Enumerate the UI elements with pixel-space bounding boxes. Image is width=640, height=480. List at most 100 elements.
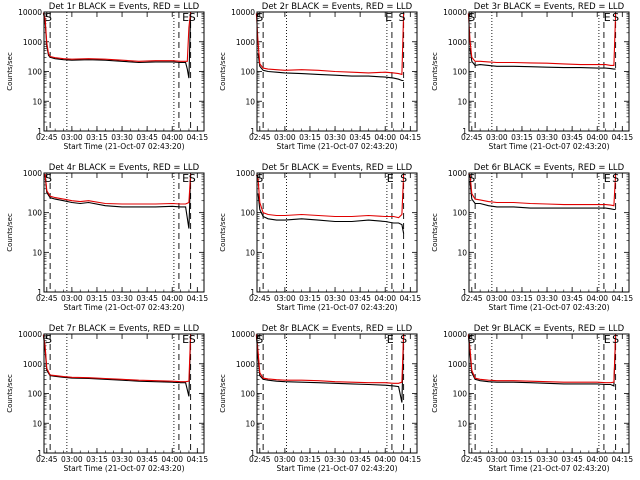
y-axis-label: Counts/sec xyxy=(6,374,14,413)
x-axis-label: Start Time (21-Oct-07 02:43:20) xyxy=(488,142,609,151)
chart-panel: Det 5r BLACK = Events, RED = LLD Counts/s… xyxy=(219,163,421,312)
series-line-lld xyxy=(467,13,617,66)
x-tick-label: 03:00 xyxy=(61,455,83,464)
y-tick-label: 1000 xyxy=(23,38,42,47)
x-tick-label: 04:00 xyxy=(374,455,396,464)
y-tick-label: 10000 xyxy=(231,330,255,339)
x-tick-label: 04:15 xyxy=(399,133,421,142)
x-tick-label: 03:30 xyxy=(111,294,133,303)
x-tick-label: 03:15 xyxy=(511,133,533,142)
y-tick-label: 100 xyxy=(241,209,256,218)
y-tick-label: 1000 xyxy=(236,169,255,178)
x-tick-label: 04:00 xyxy=(586,294,608,303)
plot-frame xyxy=(256,333,418,454)
y-tick-label: 1 xyxy=(37,127,42,136)
x-axis-label: Start Time (21-Oct-07 02:43:20) xyxy=(488,464,609,473)
event-marker-label: E xyxy=(182,172,189,185)
y-axis-label: Counts/sec xyxy=(219,374,227,413)
y-tick-label: 100 xyxy=(453,390,468,399)
y-tick-label: 1 xyxy=(37,288,42,297)
x-tick-label: 03:15 xyxy=(299,294,321,303)
chart-title: Det 8r BLACK = Events, RED = LLD xyxy=(262,324,413,334)
x-tick-label: 03:00 xyxy=(274,455,296,464)
x-tick-label: 03:45 xyxy=(349,294,371,303)
chart-panel: Det 6r BLACK = Events, RED = LLD Counts/s… xyxy=(431,163,633,312)
y-tick-label: 10 xyxy=(457,248,467,257)
event-marker-label: S xyxy=(468,11,475,24)
plot-frame xyxy=(43,172,205,293)
y-tick-label: 100 xyxy=(28,209,43,218)
event-marker-label: E xyxy=(385,11,392,24)
chart-title: Det 2r BLACK = Events, RED = LLD xyxy=(262,2,413,12)
series-line-lld xyxy=(42,334,192,383)
x-axis-label: Start Time (21-Oct-07 02:43:20) xyxy=(276,303,397,312)
y-tick-label: 100 xyxy=(241,68,256,77)
x-tick-label: 03:30 xyxy=(111,133,133,142)
event-marker-label: S xyxy=(256,11,263,24)
x-tick-label: 02:45 xyxy=(461,455,483,464)
y-tick-label: 1000 xyxy=(236,360,255,369)
chart-panel: Det 4r BLACK = Events, RED = LLD Counts/s… xyxy=(6,163,208,312)
event-marker-label: S xyxy=(400,172,407,185)
x-tick-label: 04:15 xyxy=(611,455,633,464)
x-tick-label: 03:30 xyxy=(324,455,346,464)
x-tick-label: 04:15 xyxy=(186,133,208,142)
x-tick-label: 02:45 xyxy=(36,294,58,303)
x-tick-label: 03:30 xyxy=(324,294,346,303)
y-tick-label: 1 xyxy=(250,127,255,136)
y-axis-label: Counts/sec xyxy=(431,52,439,91)
x-tick-label: 03:15 xyxy=(299,455,321,464)
y-tick-label: 1 xyxy=(462,127,467,136)
chart-title: Det 3r BLACK = Events, RED = LLD xyxy=(474,2,625,12)
y-tick-label: 1 xyxy=(462,288,467,297)
chart-panel: Det 7r BLACK = Events, RED = LLD Counts/s… xyxy=(6,324,208,473)
x-tick-label: 04:00 xyxy=(586,455,608,464)
y-tick-label: 10 xyxy=(245,248,255,257)
series-line-lld xyxy=(255,173,405,219)
y-tick-label: 1000 xyxy=(23,360,42,369)
x-tick-label: 04:15 xyxy=(399,455,421,464)
y-axis-label: Counts/sec xyxy=(431,374,439,413)
y-tick-label: 100 xyxy=(241,390,256,399)
y-tick-label: 1000 xyxy=(448,360,467,369)
event-marker-label: S xyxy=(612,11,619,24)
chart-panel: Det 1r BLACK = Events, RED = LLD Counts/s… xyxy=(6,2,208,151)
event-marker-label: S xyxy=(468,172,475,185)
x-axis-label: Start Time (21-Oct-07 02:43:20) xyxy=(63,464,184,473)
x-axis-label: Start Time (21-Oct-07 02:43:20) xyxy=(276,464,397,473)
x-tick-label: 03:45 xyxy=(561,294,583,303)
x-tick-label: 03:15 xyxy=(511,455,533,464)
event-marker-label: S xyxy=(189,11,196,24)
event-marker-label: E xyxy=(182,11,189,24)
chart-panel: Det 9r BLACK = Events, RED = LLD Counts/s… xyxy=(431,324,633,473)
y-tick-label: 10000 xyxy=(443,330,467,339)
x-tick-label: 02:45 xyxy=(461,294,483,303)
event-marker-label: S xyxy=(400,333,407,346)
x-tick-label: 04:15 xyxy=(186,455,208,464)
y-tick-label: 10000 xyxy=(18,8,42,17)
x-tick-label: 03:00 xyxy=(274,294,296,303)
x-tick-label: 04:00 xyxy=(374,133,396,142)
y-tick-label: 1 xyxy=(250,449,255,458)
event-marker-label: E xyxy=(387,172,394,185)
x-tick-label: 02:45 xyxy=(249,455,271,464)
x-tick-label: 02:45 xyxy=(249,294,271,303)
y-axis-label: Counts/sec xyxy=(431,213,439,252)
series-line-events xyxy=(257,193,405,234)
series-line-lld xyxy=(44,173,192,205)
series-line-events xyxy=(257,53,404,82)
y-tick-label: 10000 xyxy=(18,330,42,339)
chart-title: Det 9r BLACK = Events, RED = LLD xyxy=(474,324,625,334)
y-tick-label: 10 xyxy=(457,419,467,428)
plot-frame xyxy=(468,333,630,454)
x-tick-label: 03:15 xyxy=(299,133,321,142)
y-tick-label: 1000 xyxy=(236,38,255,47)
y-tick-label: 100 xyxy=(453,209,468,218)
y-tick-label: 1 xyxy=(250,288,255,297)
x-axis-label: Start Time (21-Oct-07 02:43:20) xyxy=(63,142,184,151)
x-tick-label: 03:45 xyxy=(136,455,158,464)
x-tick-label: 03:45 xyxy=(561,455,583,464)
y-tick-label: 100 xyxy=(28,390,43,399)
y-tick-label: 10 xyxy=(32,97,42,106)
series-line-events xyxy=(467,335,617,387)
